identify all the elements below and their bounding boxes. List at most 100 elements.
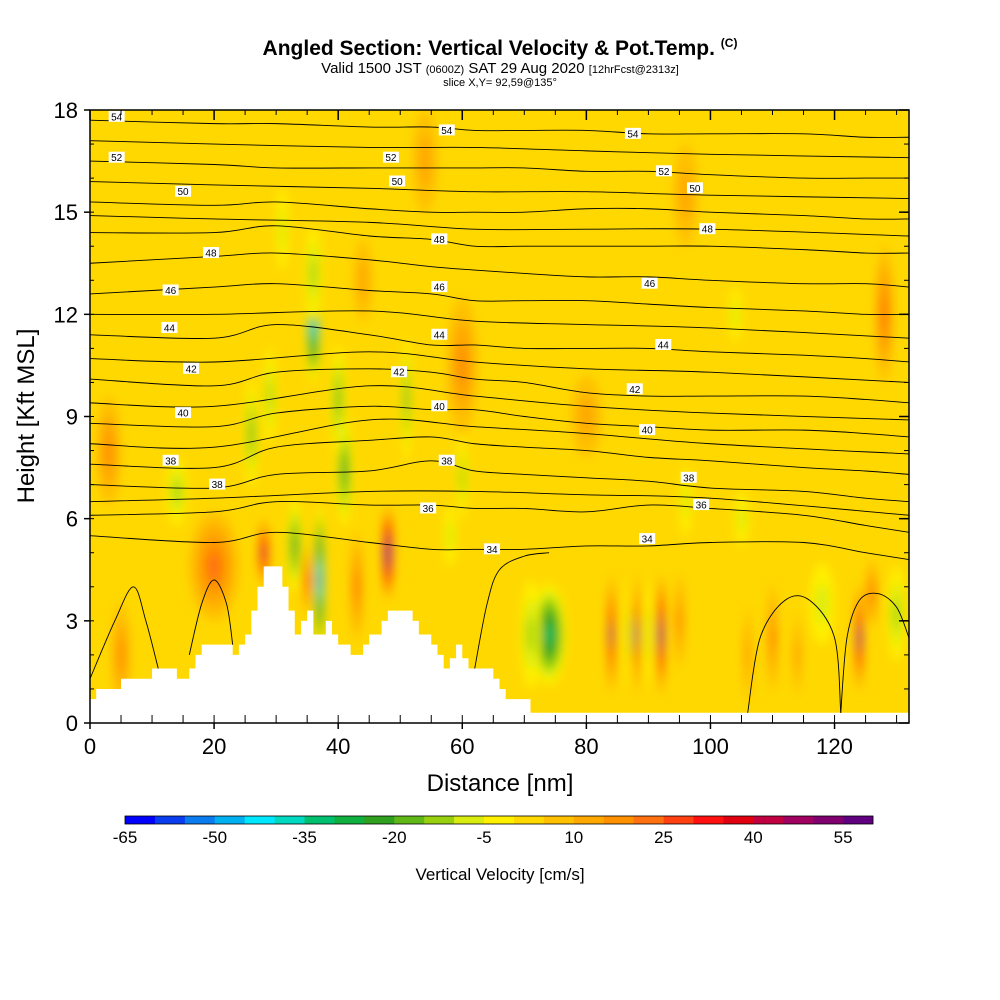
isentrope-label-text: 38 xyxy=(165,456,177,467)
isentrope-40-4 xyxy=(90,405,909,438)
isentrope-label-bg xyxy=(162,454,179,466)
colorbar-label: Vertical Velocity [cm/s] xyxy=(415,865,584,884)
isentrope-label-text: 52 xyxy=(385,153,397,164)
colorbar-tick-label: -35 xyxy=(292,828,317,847)
isentrope-label-0: 54 xyxy=(108,110,125,123)
isentrope-label-bg xyxy=(438,124,455,136)
x-tick-label: 0 xyxy=(84,734,96,759)
velocity-cell-28 xyxy=(634,628,638,641)
isentrope-label-bg xyxy=(209,478,226,490)
colorbar-tick-label: -50 xyxy=(202,828,227,847)
isentrope-label-13: 46 xyxy=(431,281,448,294)
isentrope-48-9 xyxy=(90,225,909,254)
isentrope-label-text: 48 xyxy=(434,235,446,246)
isentrope-label-10: 48 xyxy=(431,233,448,246)
isentrope-label-bg xyxy=(108,151,125,163)
low-contour-1 xyxy=(188,579,234,655)
velocity-cell-35 xyxy=(795,641,800,669)
colorbar-swatch-16 xyxy=(603,816,634,824)
colorbar-tick-label: 55 xyxy=(834,828,853,847)
x-tick-label: 120 xyxy=(816,734,853,759)
isentrope-label-bg xyxy=(162,284,179,296)
colorbar-swatch-6 xyxy=(304,816,335,824)
velocity-cell-25 xyxy=(305,573,310,587)
isentrope-label-27: 38 xyxy=(680,471,697,484)
velocity-cell-21 xyxy=(732,300,739,328)
low-contour-0 xyxy=(90,586,159,679)
velocity-cell-23 xyxy=(354,573,359,601)
velocity-cell-22 xyxy=(385,548,390,557)
colorbar-tick-label: 25 xyxy=(654,828,673,847)
colorbar-swatch-23 xyxy=(813,816,844,824)
colorbar-swatch-13 xyxy=(513,816,545,824)
velocity-cell-24 xyxy=(261,548,266,557)
isentrope-label-text: 54 xyxy=(441,126,453,137)
isentrope-label-bg xyxy=(680,471,697,483)
isentrope-label-bg xyxy=(484,543,501,555)
colorbar-tick-label: -5 xyxy=(476,828,491,847)
isentrope-label-text: 54 xyxy=(111,112,123,123)
velocity-cell-6 xyxy=(404,384,409,415)
colorbar-swatch-1 xyxy=(154,816,186,824)
low-contour-4 xyxy=(840,592,909,713)
isentrope-label-text: 48 xyxy=(205,249,217,260)
isentrope-label-bg xyxy=(655,338,672,350)
isentrope-label-text: 40 xyxy=(178,409,190,420)
velocity-cell-42 xyxy=(578,396,595,437)
colorbar-tick-label: -20 xyxy=(382,828,407,847)
velocity-cell-26 xyxy=(207,552,221,580)
isentrope-label-21: 40 xyxy=(175,407,192,420)
isentrope-label-14: 46 xyxy=(641,277,658,290)
chart-title: Angled Section: Vertical Velocity & Pot.… xyxy=(0,36,1000,61)
isentrope-label-bg xyxy=(420,502,437,514)
y-tick-label: 0 xyxy=(66,711,78,736)
x-axis-label: Distance [nm] xyxy=(427,770,574,797)
isentrope-label-bg xyxy=(624,127,641,139)
isentrope-38-3 xyxy=(90,436,909,475)
y-tick-label: 3 xyxy=(66,609,78,634)
isentrope-label-bg xyxy=(382,151,399,163)
isentrope-label-8: 50 xyxy=(686,182,703,195)
isentrope-label-6: 50 xyxy=(175,185,192,198)
low-contour-2 xyxy=(747,595,842,713)
isentrope-label-text: 44 xyxy=(658,340,670,351)
colorbar-swatch-19 xyxy=(693,816,724,824)
velocity-cell-38 xyxy=(457,342,468,389)
colorbar-swatch-9 xyxy=(394,816,425,824)
isentrope-42-5 xyxy=(90,368,909,404)
velocity-cell-27 xyxy=(609,627,614,642)
isentrope-label-text: 42 xyxy=(629,385,641,396)
subtitle-date: SAT 29 Aug 2020 xyxy=(468,60,585,77)
isentrope-label-bg xyxy=(202,247,219,259)
isentropes xyxy=(90,119,909,713)
velocity-cell-20 xyxy=(815,583,829,625)
velocity-cell-33 xyxy=(770,624,775,652)
velocity-cell-19 xyxy=(893,598,900,630)
isentrope-50-10 xyxy=(90,201,909,220)
isentrope-label-bg xyxy=(626,383,643,395)
isentrope-label-text: 40 xyxy=(642,426,654,437)
isentrope-label-text: 46 xyxy=(165,286,177,297)
velocity-cells xyxy=(96,110,906,706)
isentrope-label-7: 50 xyxy=(389,175,406,188)
x-tick-label: 60 xyxy=(450,734,474,759)
isentrope-label-text: 38 xyxy=(441,456,453,467)
colorbar-swatch-5 xyxy=(274,816,305,824)
colorbar-frame xyxy=(124,815,874,825)
isentrope-label-bg xyxy=(389,175,406,187)
isentrope-label-bg xyxy=(693,499,710,511)
isentrope-label-bg xyxy=(183,362,200,374)
velocity-cell-7 xyxy=(249,419,254,448)
isentrope-label-9: 48 xyxy=(202,247,219,260)
colorbar-swatch-7 xyxy=(334,816,365,824)
x-tick-label: 40 xyxy=(326,734,350,759)
isentrope-label-text: 34 xyxy=(642,535,654,546)
subtitle-utc: (0600Z) xyxy=(425,64,465,76)
isentrope-label-17: 44 xyxy=(655,338,672,351)
chart-title-text: Angled Section: Vertical Velocity & Pot.… xyxy=(262,37,715,60)
velocity-cell-17 xyxy=(682,484,689,519)
velocity-cell-4 xyxy=(342,460,347,482)
isentrope-label-1: 54 xyxy=(438,124,455,137)
low-contour-3 xyxy=(474,552,550,669)
chart-subtitle-slice: slice X,Y= 92,59@135° xyxy=(443,77,557,89)
